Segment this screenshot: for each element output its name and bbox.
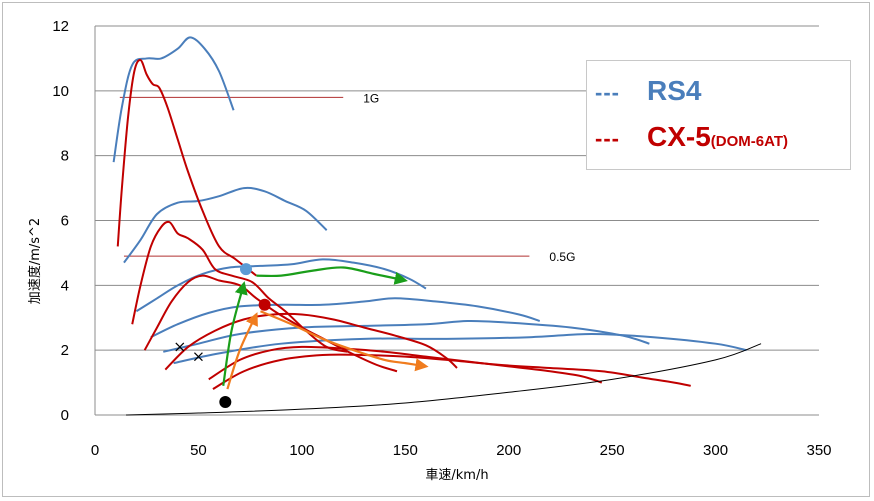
x-tick-0: 0	[91, 442, 99, 459]
x-tick-200: 200	[496, 442, 521, 459]
x-tick-150: 150	[393, 442, 418, 459]
annotation-arrows	[222, 266, 429, 390]
y-tick-2: 2	[61, 342, 69, 359]
legend-label-cx5: CX-5	[647, 121, 711, 152]
series-lines	[112, 36, 762, 416]
point-markers	[175, 263, 271, 409]
series-line-resistance-12	[126, 343, 762, 416]
y-tick-4: 4	[61, 277, 69, 294]
x-tick-350: 350	[806, 442, 831, 459]
reference-label-1: 0.5G	[549, 250, 575, 264]
series-line-cx-5-10	[208, 345, 603, 384]
legend-item-rs4: --- RS4	[595, 75, 701, 107]
x-axis-title: 車速/km/h	[425, 468, 488, 483]
y-tick-12: 12	[52, 18, 69, 35]
series-line-cx-5-8	[143, 274, 398, 373]
series-line-rs4-3	[150, 297, 541, 339]
annotation-arrow-1	[256, 266, 408, 285]
x-tick-100: 100	[289, 442, 314, 459]
acceleration-chart: 0 50 100 150 200 250 300 350 0 2 4 6 8 10 12 1G 0.5G 車…	[27, 18, 832, 483]
annotation-arrow-0	[222, 281, 248, 386]
marker-cross-4	[194, 352, 203, 362]
y-tick-0: 0	[61, 407, 69, 424]
marker-circle-1	[258, 298, 271, 311]
series-line-rs4-1	[123, 186, 328, 264]
series-line-rs4-0	[112, 36, 235, 163]
legend-dash-cx5: ---	[595, 126, 620, 151]
y-tick-labels: 0 2 4 6 8 10 12	[52, 18, 69, 424]
series-line-rs4-5	[173, 332, 747, 365]
legend-label-rs4: RS4	[647, 75, 702, 106]
marker-cross-3	[175, 342, 185, 352]
x-tick-300: 300	[703, 442, 728, 459]
y-tick-6: 6	[61, 213, 69, 230]
legend-dash-rs4: ---	[595, 80, 620, 105]
y-axis-title: 加速度/m/s^2	[27, 218, 43, 304]
reference-lines: 1G 0.5G	[119, 91, 575, 264]
reference-label-0: 1G	[363, 91, 379, 105]
x-tick-50: 50	[190, 442, 207, 459]
series-line-cx-5-6	[116, 58, 257, 277]
legend-item-cx5: --- CX-5 (DOM-6AT)	[595, 121, 788, 153]
series-line-rs4-4	[163, 319, 650, 353]
legend: --- RS4 --- CX-5 (DOM-6AT)	[586, 60, 851, 170]
series-line-cx-5-11	[212, 353, 691, 390]
x-tick-labels: 0 50 100 150 200 250 300 350	[91, 442, 832, 459]
annotation-arrow-2	[226, 312, 258, 390]
legend-sublabel-cx5: (DOM-6AT)	[710, 133, 789, 150]
y-tick-8: 8	[61, 148, 69, 165]
series-line-cx-5-9	[164, 312, 458, 371]
series-line-rs4-2	[135, 258, 427, 313]
y-tick-10: 10	[52, 83, 69, 100]
x-tick-250: 250	[600, 442, 625, 459]
series-line-cx-5-7	[131, 220, 348, 353]
annotation-arrow-3	[260, 310, 429, 372]
marker-circle-2	[219, 396, 232, 409]
marker-circle-0	[240, 263, 253, 276]
